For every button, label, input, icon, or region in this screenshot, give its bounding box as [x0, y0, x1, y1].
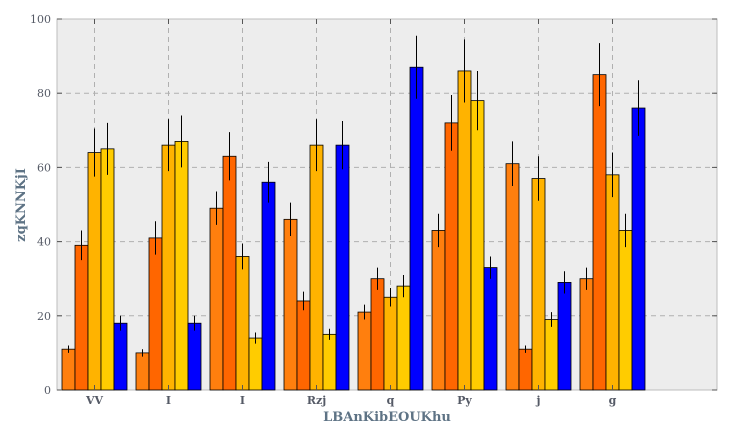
bar	[235, 256, 250, 391]
bar	[283, 218, 298, 391]
bar	[631, 107, 646, 391]
x-axis-ticks: VV I I Rzj q Py j g	[85, 19, 617, 407]
bar	[431, 230, 446, 391]
bar	[335, 144, 350, 391]
y-tick-label: 60	[37, 161, 51, 174]
x-tick-label: VV	[85, 394, 104, 407]
bar	[209, 207, 224, 391]
bar	[579, 278, 594, 391]
x-tick-label: g	[609, 394, 617, 407]
y-tick-label: 80	[37, 87, 51, 100]
bar	[161, 144, 176, 391]
bar	[370, 278, 385, 391]
bar	[248, 337, 263, 391]
bar	[483, 267, 498, 391]
y-tick-label: 20	[37, 310, 51, 323]
y-tick-label: 100	[30, 13, 51, 26]
bar	[383, 296, 398, 391]
bar	[444, 122, 459, 391]
bar	[457, 70, 472, 391]
bar	[518, 348, 533, 391]
y-tick-label: 0	[44, 384, 51, 397]
bar	[187, 322, 202, 391]
bar	[396, 285, 411, 391]
x-tick-label: I	[240, 394, 245, 407]
bar	[148, 237, 163, 391]
bar	[409, 66, 424, 391]
bar-group	[61, 35, 646, 391]
bar	[135, 352, 150, 391]
bar	[557, 282, 572, 391]
x-tick-label: q	[387, 394, 395, 407]
bar	[605, 174, 620, 391]
bar	[470, 100, 485, 391]
x-tick-label: Rzj	[307, 394, 326, 407]
x-tick-label: I	[166, 394, 171, 407]
x-tick-label: Py	[457, 394, 472, 407]
y-axis-ticks: 0 20 40 60 80 100	[30, 13, 717, 397]
bar	[322, 333, 337, 391]
bar	[74, 244, 89, 391]
bar	[296, 300, 311, 391]
bar	[618, 230, 633, 391]
x-axis-title: LBAnKibEOUKhu	[323, 410, 451, 425]
bar	[113, 322, 128, 391]
bar	[544, 319, 559, 391]
bar	[505, 163, 520, 391]
bar	[592, 74, 607, 391]
y-axis-title: zqKNNKjI	[14, 168, 29, 242]
bar	[261, 181, 276, 391]
bar	[222, 155, 237, 391]
bar	[61, 348, 76, 391]
y-tick-label: 40	[37, 236, 51, 249]
bar	[174, 141, 189, 391]
bar	[357, 311, 372, 391]
bar	[309, 144, 324, 391]
bar	[100, 148, 115, 391]
bar	[87, 152, 102, 391]
x-tick-label: j	[536, 394, 541, 407]
bar	[531, 178, 546, 391]
